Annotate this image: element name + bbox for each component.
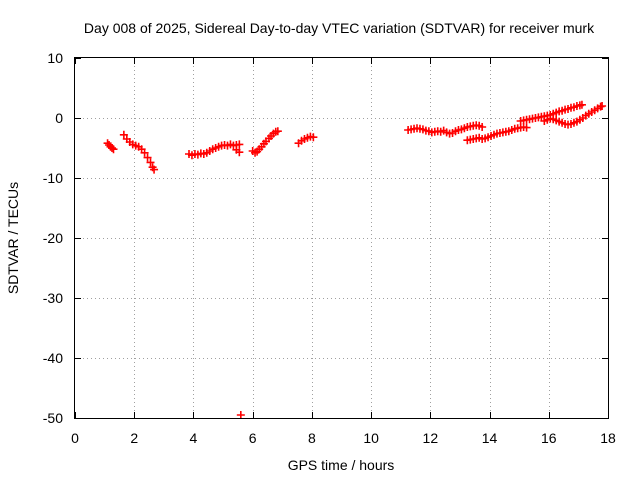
y-axis-label: SDTVAR / TECUs — [5, 182, 21, 294]
y-tick-label: 10 — [47, 50, 63, 66]
x-tick-label: 6 — [249, 430, 257, 446]
data-points — [103, 100, 607, 419]
data-series — [185, 140, 244, 160]
data-series — [236, 411, 245, 419]
data-point — [236, 411, 245, 419]
x-tick-label: 0 — [71, 430, 79, 446]
data-series — [516, 100, 586, 125]
data-point — [108, 144, 117, 152]
x-tick-label: 2 — [130, 430, 138, 446]
x-tick-label: 12 — [423, 430, 439, 446]
data-point — [119, 130, 128, 139]
y-tick-label: -10 — [43, 170, 63, 186]
data-point — [598, 102, 607, 110]
data-series — [404, 121, 487, 138]
data-series — [540, 102, 607, 129]
x-tick-label: 4 — [190, 430, 198, 446]
data-point — [235, 148, 244, 157]
y-tick-label: 0 — [55, 110, 63, 126]
data-point — [577, 100, 586, 109]
x-tick-label: 16 — [541, 430, 557, 446]
x-axis-label: GPS time / hours — [288, 457, 395, 473]
data-point — [140, 148, 149, 157]
data-point — [143, 153, 152, 162]
data-series — [103, 139, 118, 154]
y-tick-label: -50 — [43, 410, 63, 426]
data-point — [273, 127, 282, 136]
y-tick-label: -30 — [43, 290, 63, 306]
data-point — [235, 140, 244, 149]
data-series — [248, 127, 282, 157]
plot-frame — [74, 57, 609, 419]
data-point — [478, 123, 487, 131]
data-series — [463, 123, 531, 145]
x-tick-label: 10 — [363, 430, 379, 446]
chart-title: Day 008 of 2025, Sidereal Day-to-day VTE… — [84, 20, 595, 36]
axis-ticks: 0 2 4 6 8 10 12 14 16 18 10 0 -10 -20 -30 -40 -50 — [43, 50, 616, 446]
grid-lines — [75, 58, 608, 418]
x-tick-label: 18 — [600, 430, 616, 446]
data-point — [522, 123, 531, 132]
data-series — [119, 130, 159, 174]
x-tick-label: 14 — [482, 430, 498, 446]
data-point — [150, 165, 159, 174]
x-tick-label: 8 — [308, 430, 316, 446]
y-tick-label: -20 — [43, 230, 63, 246]
data-series — [294, 132, 318, 148]
data-point — [109, 145, 118, 154]
data-point — [146, 158, 155, 167]
y-tick-label: -40 — [43, 350, 63, 366]
data-point — [309, 133, 318, 142]
